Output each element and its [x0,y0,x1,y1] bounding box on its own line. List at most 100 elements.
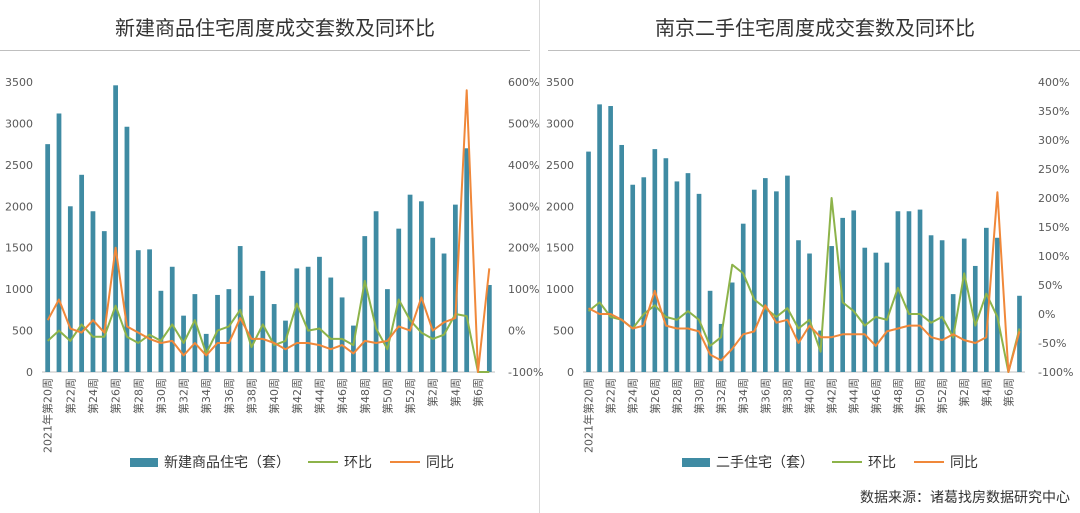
bar [226,289,232,372]
bar [796,240,801,372]
x-tick-label: 第30周 [154,378,168,414]
yoy-line [588,191,1021,373]
bar [718,323,724,372]
bar [339,297,345,372]
legend-label: 同比 [950,455,978,471]
x-tick-label: 第32周 [177,378,191,414]
bar [79,174,85,372]
x-tick-label: 第22周 [604,378,618,414]
bar [362,236,368,372]
x-tick-label: 第4周 [448,378,462,407]
y2-tick-label-right: 100% [508,283,539,296]
legend-right: 二手住宅（套） 环比 同比 [682,452,988,472]
bar [785,175,790,372]
mom-line [47,279,490,373]
y2-tick-label-right: 150% [1038,221,1069,234]
legend-label: 新建商品住宅（套） [164,455,290,471]
bar [260,270,266,372]
panel-divider [539,0,540,513]
bar [906,211,912,372]
legend-item-bars-left: 新建商品住宅（套） [130,452,290,472]
bar [597,104,602,372]
legend-line-swatch [914,461,944,463]
y-tick-label-left: 0 [567,366,574,379]
bar [685,173,691,372]
y-tick-label-left: 500 [12,325,33,338]
x-tick-label: 第4周 [979,378,993,407]
x-tick-label: 第24周 [86,378,100,414]
x-tick-label: 第28周 [670,378,684,414]
bar [169,266,175,372]
y-tick-label-left: 3000 [546,117,574,130]
bar [641,177,647,372]
bar [147,249,152,372]
bar [249,295,254,372]
y2-tick-label-right: 0% [508,325,525,338]
chart-title-resale-homes: 南京二手住宅周度成交套数及同环比 [655,16,975,40]
legend-label: 二手住宅（套） [716,455,814,471]
bar [696,193,702,372]
bar [385,289,390,372]
title-underline-right [548,50,1080,51]
bar [452,204,458,372]
bar [807,253,812,372]
x-tick-label: 第50周 [380,378,394,414]
y2-tick-label-right: 0% [1038,308,1055,321]
x-tick-label: 第6周 [1001,378,1015,407]
y-tick-label-left: 2000 [5,200,33,213]
y2-tick-label-right: 200% [508,242,539,255]
chart-title-new-homes: 新建商品住宅周度成交套数及同环比 [115,16,435,40]
bar [56,113,62,372]
x-tick-label: 2021年第20周 [582,378,596,453]
bar [271,304,277,372]
y-tick-label-left: 1000 [5,283,33,296]
y-tick-label-left: 2500 [546,159,574,172]
legend-bar-swatch [682,457,710,467]
bar [101,231,107,372]
bar [430,237,436,372]
bar [486,285,492,372]
bar [294,268,300,372]
y2-tick-label-right: 400% [508,159,539,172]
y2-tick-label-right: -50% [1038,337,1066,350]
legend-label: 环比 [868,455,896,471]
bar [729,282,735,372]
x-tick-label: 第42周 [290,378,304,414]
bar [419,201,424,372]
bar [283,320,288,372]
data-source-note: 数据来源：诸葛找房数据研究中心 [860,490,1070,506]
x-tick-label: 第40周 [803,378,817,414]
x-tick-label: 第52周 [403,378,417,414]
x-tick-label: 第48周 [891,378,905,414]
x-tick-label: 第34周 [736,378,750,414]
x-tick-label: 第22周 [63,378,77,414]
legend-item-yoy-left: 同比 [390,452,454,472]
bar [192,294,198,372]
bar [317,256,322,372]
y2-tick-label-right: 300% [508,200,539,213]
y2-tick-label-right: 300% [1038,134,1069,147]
y2-tick-label-right: 100% [1038,250,1069,263]
bar [995,237,1000,372]
bar [851,210,857,372]
bar [707,290,713,372]
x-tick-label: 2021年第20周 [41,378,55,453]
bar [740,223,746,372]
y2-tick-label-right: 400% [1038,76,1069,89]
bar [124,126,130,372]
y-tick-label-left: 3500 [546,76,574,89]
bar [441,253,447,372]
bar [674,181,680,372]
bar [407,194,413,372]
y-tick-label-left: 500 [553,325,574,338]
legend-left: 新建商品住宅（套） 环比 同比 [130,452,464,472]
legend-line-swatch [390,461,420,463]
bar [586,151,591,372]
legend-bar-swatch [130,457,158,467]
x-tick-label: 第32周 [714,378,728,414]
x-tick-label: 第6周 [471,378,485,407]
bar [464,148,470,372]
y2-tick-label-right: -100% [1038,366,1073,379]
bar [608,106,613,373]
bar [984,227,989,372]
